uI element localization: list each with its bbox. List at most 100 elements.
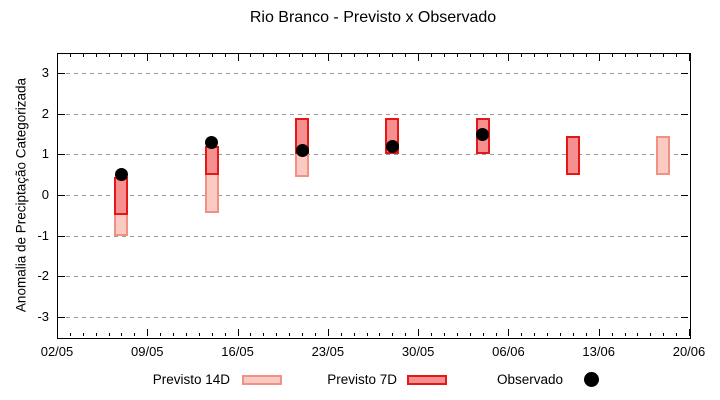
gridline-y0 (58, 195, 688, 196)
x-major-tick-top (327, 54, 329, 61)
x-major-tick (689, 329, 690, 336)
y-tick-left (58, 113, 65, 115)
x-minor-tick-top (637, 54, 639, 57)
x-minor-tick (443, 333, 445, 336)
gridline-y-2 (58, 276, 688, 278)
previsto-7d-bar (114, 176, 129, 216)
x-tick-label: 30/05 (401, 344, 435, 359)
y-tick-label: 1 (41, 146, 49, 162)
legend-swatch-previsto-7d (407, 375, 447, 385)
x-minor-tick-top (185, 54, 187, 57)
observado-point (205, 135, 219, 149)
x-major-tick (237, 329, 239, 336)
observado-point (114, 168, 128, 182)
x-minor-tick-top (585, 54, 587, 57)
x-minor-tick (547, 333, 549, 336)
x-minor-tick-top (69, 54, 71, 57)
x-minor-tick-top (443, 54, 445, 57)
x-tick-label: 13/06 (582, 344, 615, 359)
x-minor-tick (469, 333, 471, 336)
x-minor-tick-top (340, 54, 342, 57)
x-minor-tick (211, 333, 213, 336)
x-minor-tick-top (379, 54, 381, 57)
x-minor-tick-top (392, 54, 394, 57)
x-minor-tick (276, 333, 278, 336)
x-tick-label: 16/05 (221, 344, 254, 359)
gridline-y-1 (58, 235, 688, 237)
previsto-7d-bar (204, 146, 219, 175)
chart-title: Rio Branco - Previsto x Observado (249, 9, 497, 26)
x-minor-tick-top (611, 54, 613, 57)
x-minor-tick (134, 333, 136, 336)
legend-label-previsto-14d: Previsto 14D (152, 372, 230, 387)
x-minor-tick-top (198, 54, 200, 57)
x-major-tick (418, 329, 420, 336)
x-minor-tick (289, 333, 291, 336)
x-minor-tick-top (121, 54, 123, 57)
x-minor-tick-top (173, 54, 175, 57)
axis-box (57, 53, 691, 339)
x-tick-label: 09/05 (131, 344, 164, 359)
x-minor-tick (585, 333, 587, 336)
x-major-tick-top (237, 54, 239, 61)
x-minor-tick-top (650, 54, 652, 57)
x-minor-tick-top (456, 54, 458, 57)
x-minor-tick (340, 333, 342, 336)
x-minor-tick-top (160, 54, 162, 57)
x-tick-label: 20/06 (672, 344, 706, 359)
y-tick-left (58, 73, 65, 75)
x-minor-tick-top (521, 54, 523, 57)
observado-point (385, 139, 399, 153)
legend-label-previsto-7d: Previsto 7D (327, 372, 397, 387)
x-minor-tick-top (405, 54, 407, 57)
x-minor-tick (250, 333, 252, 336)
x-minor-tick-top (624, 54, 626, 57)
x-minor-tick (185, 333, 187, 336)
y-tick-right (681, 276, 688, 278)
x-minor-tick (676, 333, 678, 336)
x-minor-tick-top (534, 54, 536, 57)
x-minor-tick (572, 333, 574, 336)
y-tick-left (58, 235, 65, 237)
x-major-tick-top (57, 54, 58, 61)
x-minor-tick-top (263, 54, 265, 57)
x-minor-tick (560, 333, 562, 336)
x-minor-tick (392, 333, 394, 336)
x-minor-tick (224, 333, 226, 336)
legend-label-observado: Observado (496, 372, 563, 387)
x-minor-tick (121, 333, 123, 336)
x-minor-tick-top (431, 54, 433, 57)
x-minor-tick (379, 333, 381, 336)
x-minor-tick (650, 333, 652, 336)
x-tick-label: 06/06 (492, 344, 525, 359)
x-minor-tick (160, 333, 162, 336)
x-minor-tick-top (560, 54, 562, 57)
x-minor-tick-top (547, 54, 549, 57)
previsto-7d-bar (565, 136, 580, 175)
y-tick-label: -1 (37, 227, 49, 243)
previsto-14d-bar (656, 136, 671, 175)
y-tick-label: 2 (41, 105, 49, 121)
x-minor-tick-top (250, 54, 252, 57)
x-minor-tick-top (134, 54, 136, 57)
x-minor-tick (431, 333, 433, 336)
x-minor-tick (263, 333, 265, 336)
x-minor-tick (611, 333, 613, 336)
x-minor-tick (173, 333, 175, 336)
observado-point (476, 127, 490, 141)
y-tick-right (681, 235, 688, 237)
x-major-tick (508, 329, 510, 336)
x-minor-tick (456, 333, 458, 336)
x-minor-tick (637, 333, 639, 336)
y-tick-left (58, 154, 65, 156)
x-minor-tick-top (108, 54, 110, 57)
y-tick-label: 3 (41, 65, 49, 81)
x-major-tick-top (418, 54, 420, 61)
x-major-tick (327, 329, 329, 336)
x-minor-tick (353, 333, 355, 336)
x-minor-tick-top (353, 54, 355, 57)
y-tick-left (58, 316, 65, 318)
x-minor-tick-top (314, 54, 316, 57)
y-tick-right (681, 73, 688, 75)
x-major-tick (598, 329, 600, 336)
